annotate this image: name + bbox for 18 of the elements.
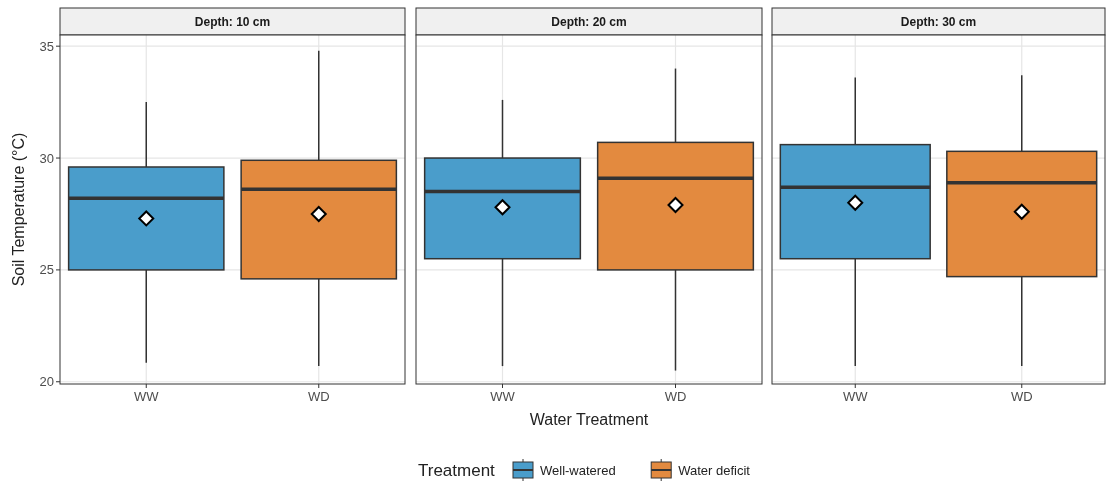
legend-title: Treatment: [418, 461, 496, 480]
x-tick-label: WD: [1010, 389, 1033, 404]
y-tick-label: 30: [39, 150, 54, 166]
x-axis-title: Water Treatment: [529, 411, 649, 428]
x-tick-label: WW: [133, 389, 160, 404]
y-tick-label: 25: [39, 262, 54, 278]
chart-title: Depth: 10 cm: [194, 15, 271, 29]
x-tick-label: WW: [490, 389, 516, 404]
x-tick-label: WW: [842, 389, 869, 404]
y-tick-label: 35: [39, 38, 54, 54]
y-axis-title: Soil Temperature (°C): [10, 132, 27, 287]
legend-label: Water deficit: [678, 463, 751, 478]
y-tick-label: 20: [39, 374, 54, 390]
legend-label: Well-watered: [540, 463, 616, 478]
x-tick-label: WD: [307, 389, 330, 404]
x-tick-label: WD: [664, 389, 687, 404]
chart-title: Depth: 30 cm: [900, 15, 977, 29]
chart-title: Depth: 20 cm: [551, 15, 627, 29]
